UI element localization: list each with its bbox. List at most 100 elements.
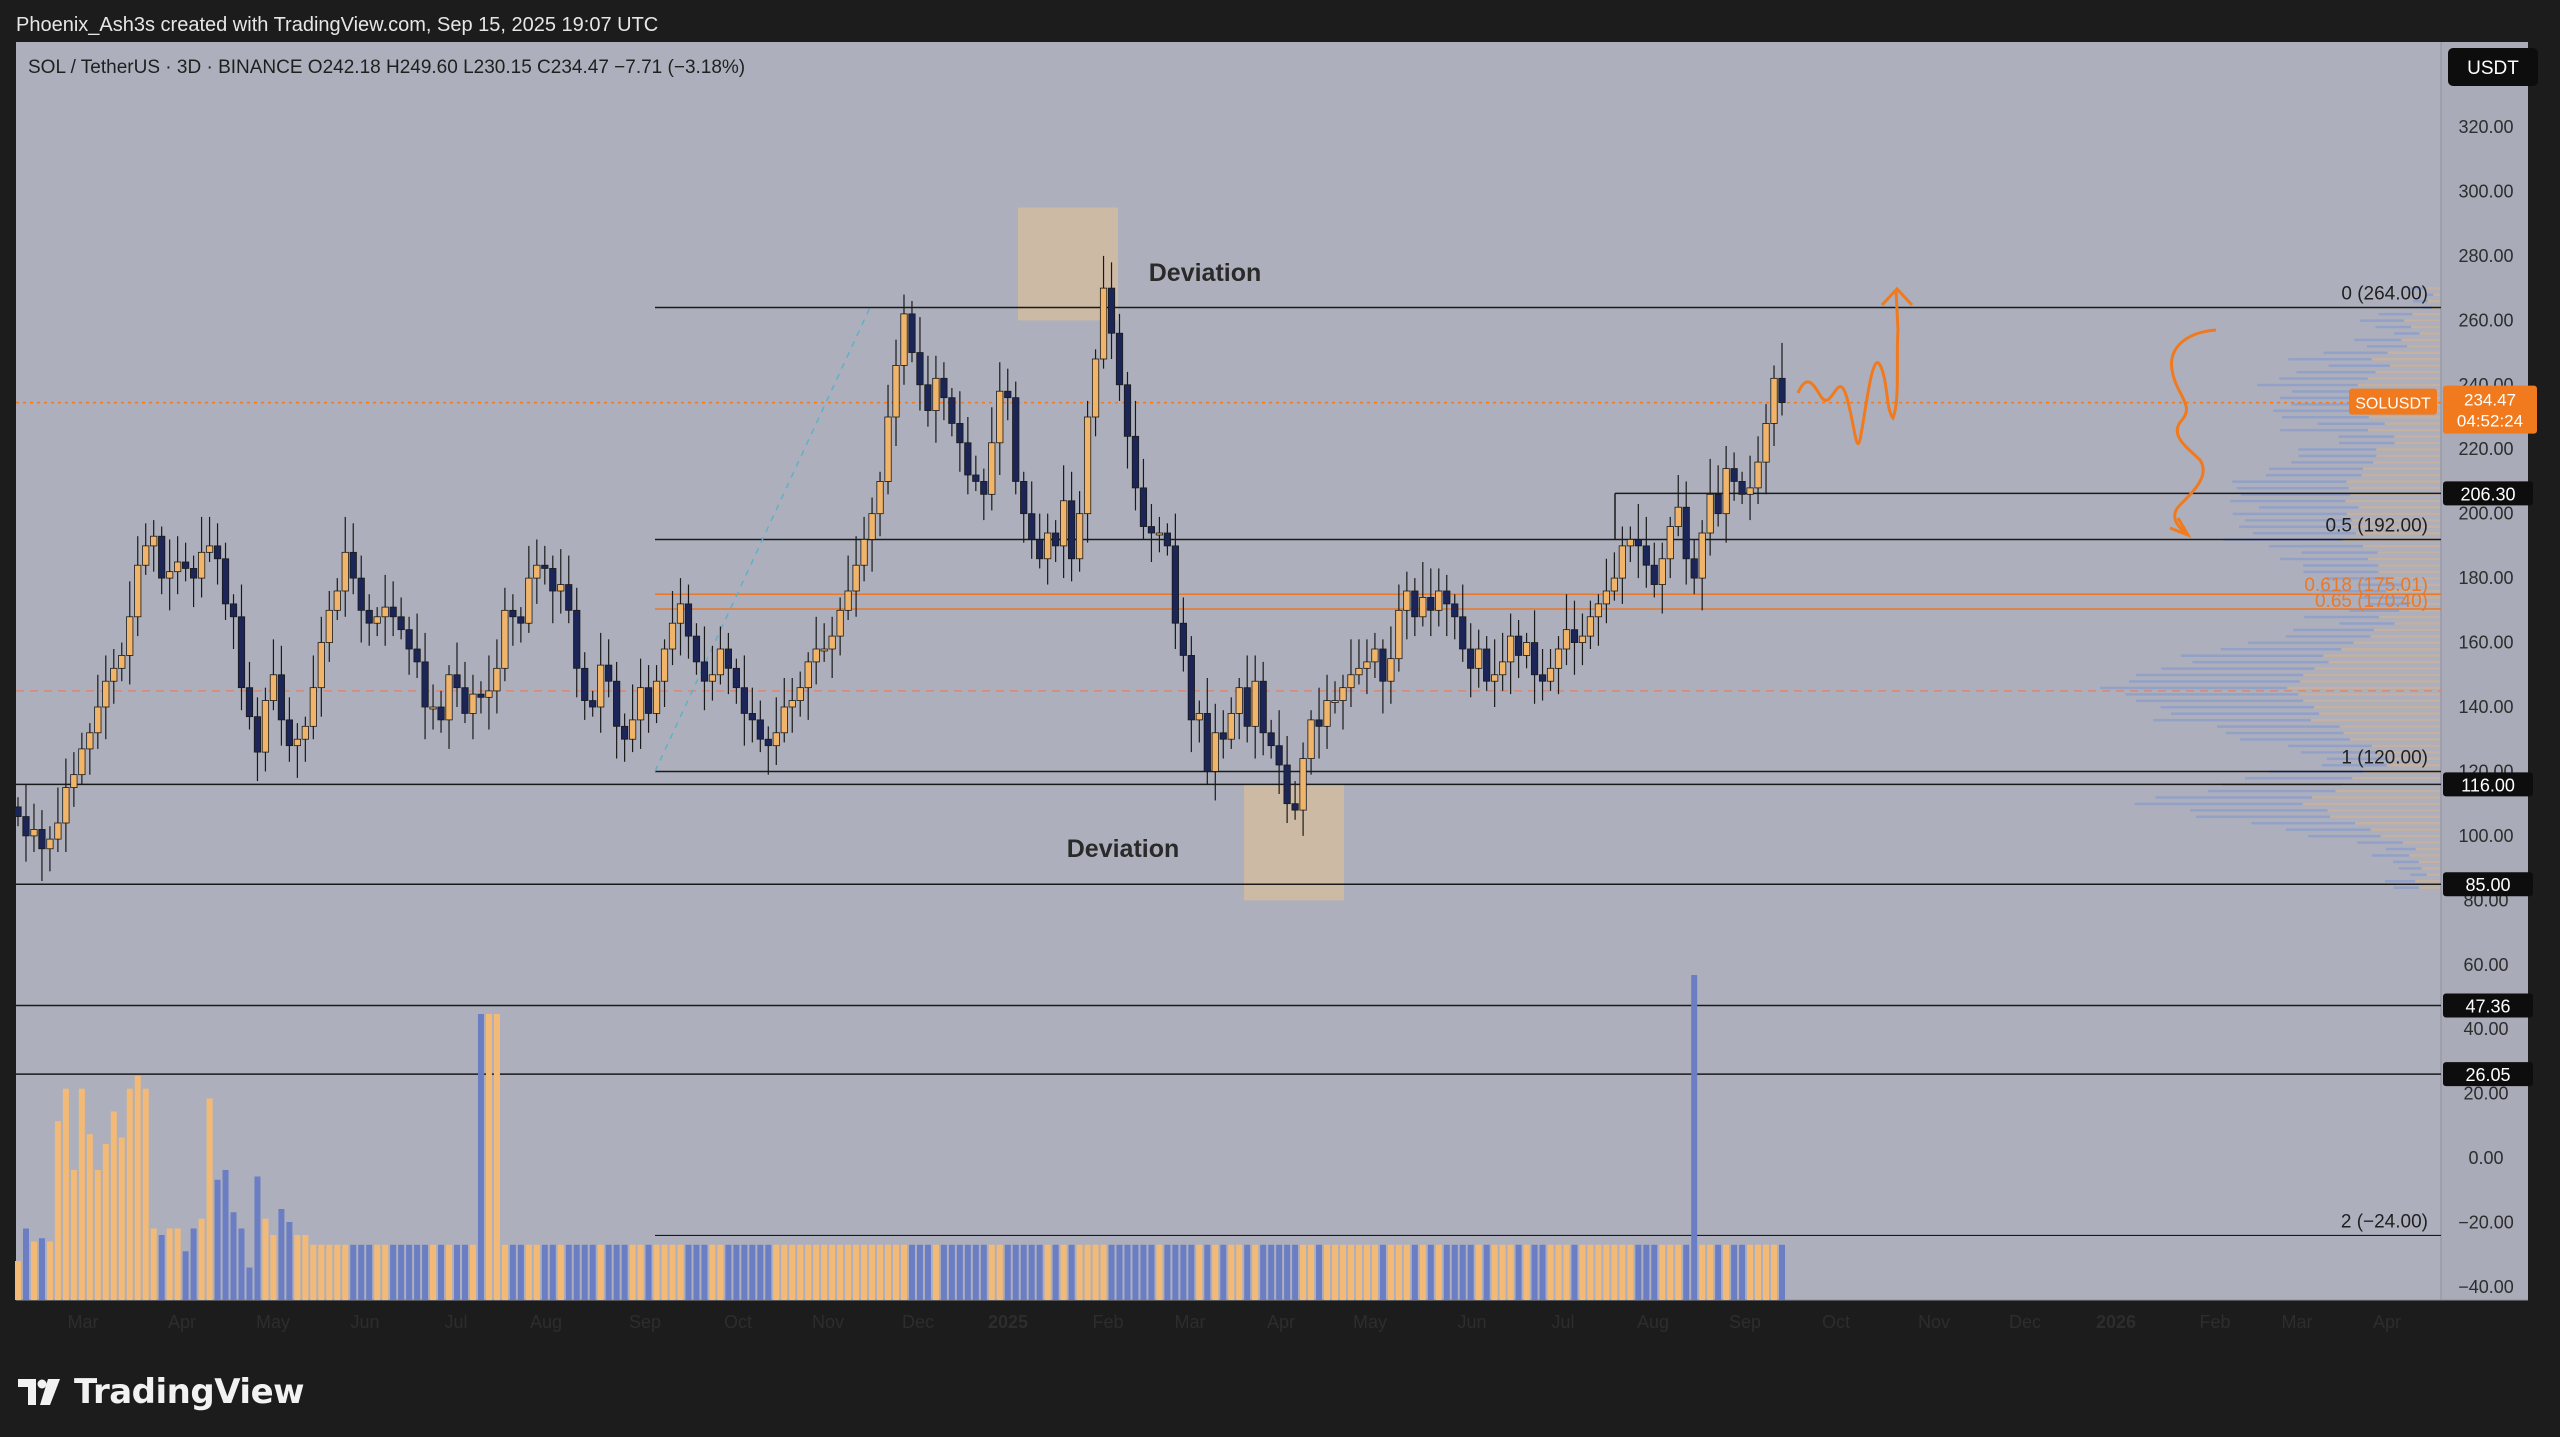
volume-bar — [286, 1222, 292, 1300]
volume-bar — [1643, 1245, 1649, 1300]
candle-body — [238, 617, 244, 688]
candle-body — [1116, 333, 1122, 385]
candle-body — [1108, 288, 1114, 333]
candle-body — [550, 568, 556, 591]
candle-body — [502, 610, 508, 668]
volume-bar — [374, 1245, 380, 1300]
volume-bar — [949, 1245, 955, 1300]
volume-bar — [167, 1229, 173, 1301]
candle-body — [1483, 649, 1489, 681]
candle-body — [637, 688, 643, 720]
candle-body — [31, 829, 37, 835]
candle-body — [1148, 527, 1154, 533]
candle-body — [71, 775, 77, 788]
candle-body — [1683, 507, 1689, 559]
candle-body — [1100, 288, 1106, 359]
candle-body — [749, 713, 755, 719]
volume-bar — [1180, 1245, 1186, 1300]
candle-body — [103, 681, 109, 707]
candle-body — [39, 829, 45, 848]
volume-profile-bar — [2372, 358, 2440, 361]
volume-profile-bar — [2355, 822, 2440, 825]
volume-bar — [1029, 1245, 1035, 1300]
volume-profile-bar — [2426, 287, 2440, 290]
candle-body — [925, 385, 931, 411]
y-tick-label: 280.00 — [2458, 246, 2513, 266]
candle-body — [1036, 539, 1042, 558]
volume-bar — [997, 1245, 1003, 1300]
volume-bar — [1388, 1245, 1394, 1300]
last-price-timer: 04:52:24 — [2457, 412, 2523, 431]
candle-body — [87, 733, 93, 749]
volume-bar — [1021, 1245, 1027, 1300]
volume-profile-bar — [2419, 332, 2440, 335]
volume-bar — [191, 1229, 197, 1301]
volume-bar — [278, 1209, 284, 1300]
volume-profile-bar — [2401, 339, 2440, 342]
volume-bar — [630, 1245, 636, 1300]
fib-label: 0 (264.00) — [2341, 283, 2428, 304]
x-tick-label: Sep — [1729, 1312, 1761, 1332]
x-tick-label: Nov — [1918, 1312, 1950, 1332]
x-tick-label: 2026 — [2096, 1312, 2136, 1332]
volume-bar — [550, 1245, 556, 1300]
candle-body — [414, 649, 420, 662]
volume-bar — [318, 1245, 324, 1300]
volume-bar — [813, 1245, 819, 1300]
volume-bar — [366, 1245, 372, 1300]
volume-bar — [1252, 1245, 1258, 1300]
volume-bar — [1212, 1245, 1218, 1300]
candle-body — [1619, 546, 1625, 578]
candle-body — [853, 565, 859, 591]
candle-body — [1531, 643, 1537, 675]
volume-bar — [1747, 1245, 1753, 1300]
volume-bar — [1316, 1245, 1322, 1300]
volume-profile-bar — [2419, 886, 2440, 889]
volume-bar — [1715, 1245, 1721, 1300]
tradingview-logo-icon — [18, 1379, 64, 1405]
candle-body — [1515, 636, 1521, 655]
volume-bar — [1340, 1245, 1346, 1300]
volume-profile-bar — [2404, 319, 2440, 322]
volume-bar — [270, 1235, 276, 1300]
volume-bar — [518, 1245, 524, 1300]
volume-bar — [1420, 1245, 1426, 1300]
brand-name: TradingView — [74, 1372, 304, 1412]
fib-label: 0.65 (170.40) — [2315, 591, 2428, 612]
candle-body — [933, 378, 939, 410]
volume-bar — [358, 1245, 364, 1300]
candle-body — [653, 681, 659, 713]
candle-body — [119, 655, 125, 668]
x-tick-label: Dec — [902, 1312, 934, 1332]
candle-body — [510, 610, 516, 616]
candle-body — [1739, 481, 1745, 494]
candle-body — [182, 562, 188, 568]
candle-body — [63, 788, 69, 823]
candle-body — [1204, 713, 1210, 771]
volume-profile-bar — [2385, 422, 2440, 425]
volume-bar — [470, 1245, 476, 1300]
y-tick-label: 140.00 — [2458, 697, 2513, 717]
volume-bar — [1428, 1245, 1434, 1300]
volume-bar — [1053, 1245, 1059, 1300]
volume-bar — [917, 1245, 923, 1300]
volume-bar — [845, 1245, 851, 1300]
volume-profile-bar — [2300, 680, 2440, 683]
candle-body — [917, 353, 923, 385]
candle-body — [206, 546, 212, 552]
volume-bar — [789, 1245, 795, 1300]
candle-body — [1523, 643, 1529, 656]
volume-profile-bar — [2395, 442, 2440, 445]
x-tick-label: Oct — [724, 1312, 752, 1332]
volume-bar — [438, 1245, 444, 1300]
volume-profile-bar — [2346, 500, 2440, 503]
volume-bar — [733, 1245, 739, 1300]
candle-body — [1475, 649, 1481, 668]
tradingview-logo[interactable]: TradingView — [18, 1372, 304, 1412]
volume-bar — [1164, 1245, 1170, 1300]
x-tick-label: Mar — [2282, 1312, 2313, 1332]
volume-bar — [1300, 1245, 1306, 1300]
volume-bar — [1651, 1245, 1657, 1300]
candle-body — [1029, 514, 1035, 540]
